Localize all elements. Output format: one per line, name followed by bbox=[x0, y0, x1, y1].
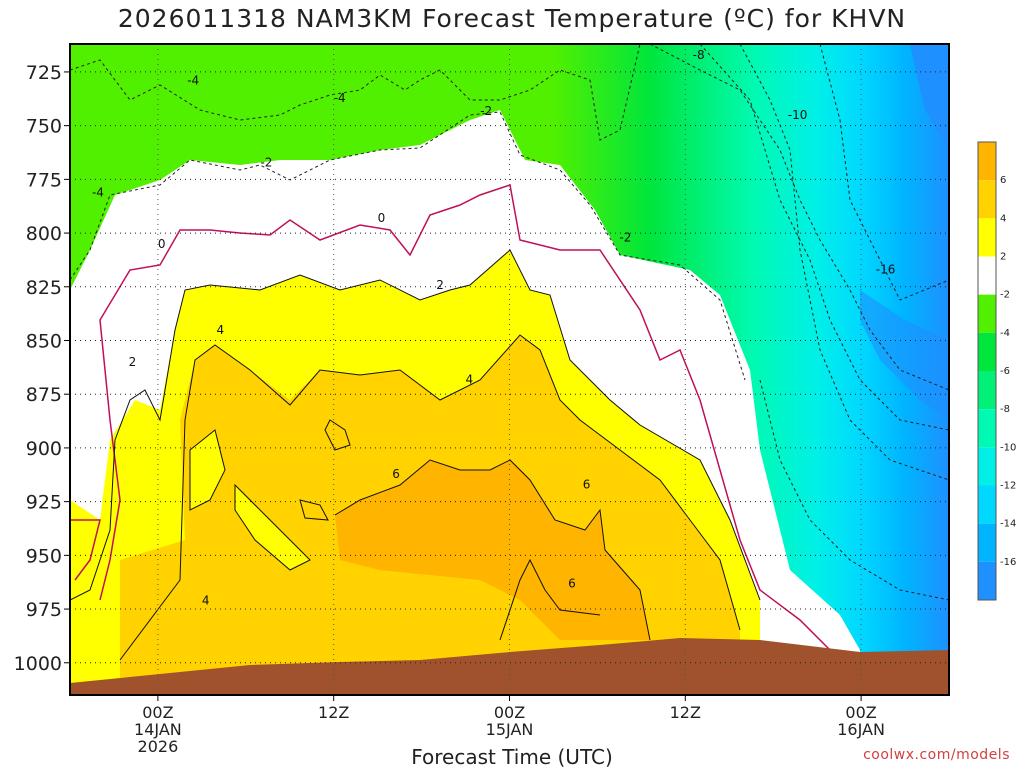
warm-contour-7 bbox=[499, 558, 601, 641]
y-tick-label-975: 975 bbox=[26, 599, 62, 621]
colorbar-label-3: -10 bbox=[1000, 442, 1016, 453]
warm-contour-5 bbox=[324, 419, 351, 451]
contour-label-15: 4 bbox=[202, 594, 210, 608]
cold-top-core bbox=[910, 44, 949, 150]
warm-pocket-1 bbox=[190, 430, 225, 510]
contour-label-4: -2 bbox=[480, 104, 492, 118]
colorbar-swatch-11 bbox=[978, 561, 996, 600]
plot-area: -4 -4 -2 -4 -2 -2 -8 -10 -16 0 0 2 2 4 4 4 6 6 6 bbox=[70, 44, 949, 695]
colorbar-frame bbox=[977, 141, 997, 601]
contour-label-6: -8 bbox=[693, 48, 705, 62]
colorbar-swatch-5 bbox=[978, 332, 996, 371]
x-axis-label: Forecast Time (UTC) bbox=[411, 745, 613, 769]
contour-label-11: 2 bbox=[436, 278, 444, 292]
colorbar-swatch-7 bbox=[978, 409, 996, 448]
contour-label-10: 0 bbox=[158, 237, 166, 251]
contour-label-1: -4 bbox=[187, 74, 199, 88]
zero-contour bbox=[70, 184, 831, 651]
warm-pocket-2 bbox=[235, 485, 310, 570]
colorbar-swatch-10 bbox=[978, 523, 996, 562]
y-tick-label-725: 725 bbox=[26, 62, 62, 84]
warm-contour-3 bbox=[189, 429, 226, 511]
colorbar-swatch-0 bbox=[978, 142, 996, 181]
contour-label-3: -4 bbox=[334, 91, 346, 105]
cold-contour-0 bbox=[70, 44, 641, 141]
contour-label-17: 6 bbox=[583, 478, 591, 492]
colorbar-swatch-1 bbox=[978, 180, 996, 219]
warm-contour-2 bbox=[334, 459, 651, 641]
colorbar-swatch-4 bbox=[978, 294, 996, 333]
colorbar-label-0: -16 bbox=[1000, 557, 1016, 568]
x-tick-label-24: 00Z bbox=[494, 703, 525, 722]
colorbar-label-8: 2 bbox=[1000, 252, 1006, 263]
y-tick-label-900: 900 bbox=[26, 438, 62, 460]
cold-core bbox=[860, 290, 949, 420]
cold-contour-6 bbox=[759, 379, 949, 601]
chart-title: 2026011318 NAM3KM Forecast Temperature (… bbox=[117, 4, 907, 33]
colorbar-label-7: -2 bbox=[1000, 290, 1010, 301]
cold-contour-3 bbox=[699, 44, 949, 431]
contour-label-0: -4 bbox=[92, 185, 104, 199]
x-tick-year-0: 2026 bbox=[138, 737, 179, 756]
warm-contour-1 bbox=[119, 334, 741, 661]
colorbar-label-10: 6 bbox=[1000, 175, 1006, 186]
contour-label-2: -2 bbox=[260, 155, 272, 169]
y-tick-label-800: 800 bbox=[26, 223, 62, 245]
x-tick-date-24: 15JAN bbox=[486, 720, 534, 739]
cold-contour-2 bbox=[649, 44, 949, 391]
contour-label-16: 6 bbox=[392, 467, 400, 481]
credit-link[interactable]: coolwx.com/models bbox=[863, 747, 1010, 763]
x-tick-date-48: 16JAN bbox=[837, 720, 885, 739]
colorbar-label-4: -8 bbox=[1000, 404, 1010, 415]
contour-label-12: 2 bbox=[129, 355, 137, 369]
y-tick-label-925: 925 bbox=[26, 492, 62, 514]
contour-label-18: 6 bbox=[568, 576, 576, 590]
cold-contour-4 bbox=[739, 44, 949, 481]
contour-label-5: -2 bbox=[619, 231, 631, 245]
warm-contour-6 bbox=[299, 499, 329, 521]
y-tick-label-1000: 1000 bbox=[14, 653, 62, 675]
warm-contour-0 bbox=[70, 249, 761, 601]
x-tick-label-36: 12Z bbox=[670, 703, 701, 722]
contour-label-8: -16 bbox=[876, 263, 896, 277]
y-tick-label-775: 775 bbox=[26, 169, 62, 191]
colorbar-swatch-2 bbox=[978, 218, 996, 257]
y-tick-label-875: 875 bbox=[26, 384, 62, 406]
warm-contour-4 bbox=[234, 483, 311, 571]
contour-label-13: 4 bbox=[217, 323, 225, 337]
contour-label-7: -10 bbox=[788, 108, 808, 122]
y-tick-label-750: 750 bbox=[26, 116, 62, 138]
colorbar-swatch-3 bbox=[978, 256, 996, 295]
x-tick-date-0: 14JAN bbox=[134, 720, 182, 739]
colorbar-swatch-8 bbox=[978, 447, 996, 486]
colorbar-swatch-6 bbox=[978, 371, 996, 410]
warm-6-8-field bbox=[335, 460, 650, 640]
y-tick-label-950: 950 bbox=[26, 545, 62, 567]
y-tick-label-850: 850 bbox=[26, 330, 62, 352]
colorbar-swatch-9 bbox=[978, 485, 996, 524]
colorbar-label-6: -4 bbox=[1000, 328, 1010, 339]
colorbar-label-9: 4 bbox=[1000, 213, 1006, 224]
terrain-ground bbox=[70, 638, 949, 695]
colorbar-label-1: -14 bbox=[1000, 519, 1016, 530]
colorbar-label-5: -6 bbox=[1000, 366, 1010, 377]
cold-contour-1 bbox=[70, 111, 746, 381]
x-tick-label-48: 00Z bbox=[845, 703, 876, 722]
x-tick-label-12: 12Z bbox=[318, 703, 349, 722]
colorbar-label-2: -12 bbox=[1000, 481, 1016, 492]
x-tick-label-0: 00Z bbox=[142, 703, 173, 722]
cold-contour-5 bbox=[819, 44, 949, 301]
y-tick-label-825: 825 bbox=[26, 277, 62, 299]
contour-label-9: 0 bbox=[378, 211, 386, 225]
contour-label-14: 4 bbox=[466, 372, 474, 386]
